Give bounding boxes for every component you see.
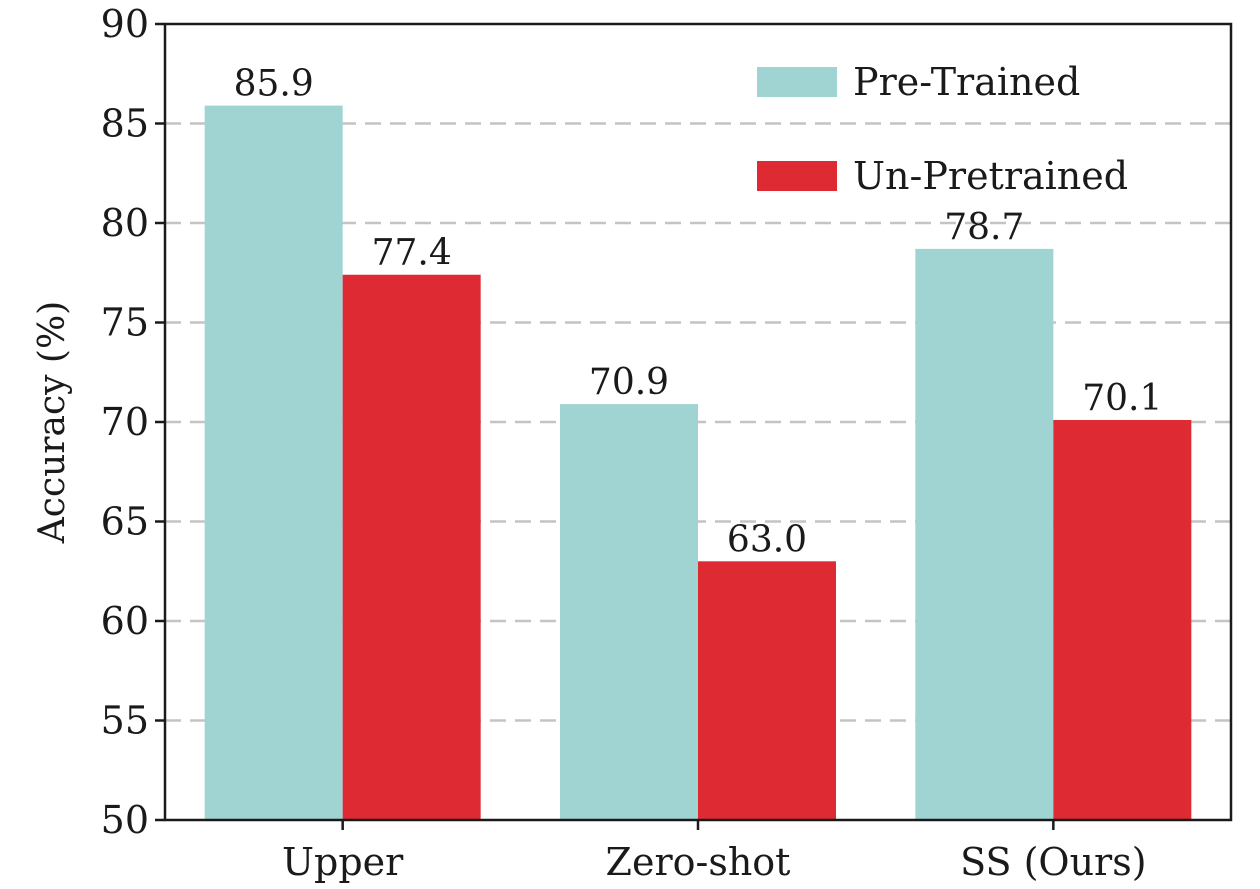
y-axis-label: Accuracy (%) <box>32 301 73 544</box>
bar-pre-trained <box>560 404 698 820</box>
y-tick-label: 55 <box>101 699 149 743</box>
x-tick-label: Zero-shot <box>606 840 791 884</box>
y-tick-label: 65 <box>101 500 149 544</box>
y-tick-label: 60 <box>101 599 149 643</box>
legend-swatch <box>757 161 837 191</box>
x-tick-label: SS (Ours) <box>960 840 1146 884</box>
data-labels: 85.9 77.4 70.9 63.0 78.7 70.1 <box>234 64 1163 561</box>
x-tick-label: Upper <box>282 840 404 884</box>
bar-un-pretrained <box>1053 420 1192 820</box>
legend-label: Un-Pretrained <box>853 154 1128 198</box>
y-axis-ticks: 50 55 60 65 70 75 80 85 90 <box>101 2 165 842</box>
y-tick-label: 70 <box>101 400 149 444</box>
bar-un-pretrained <box>342 274 481 820</box>
data-label: 78.7 <box>944 207 1024 248</box>
y-tick-label: 85 <box>101 102 149 146</box>
y-tick-label: 50 <box>101 798 149 842</box>
bar-un-pretrained <box>698 561 836 820</box>
data-label: 70.1 <box>1082 378 1162 419</box>
bar-pre-trained <box>915 248 1054 820</box>
y-tick-label: 80 <box>101 201 149 245</box>
y-tick-label: 90 <box>101 2 149 46</box>
data-label: 77.4 <box>372 233 452 274</box>
legend-label: Pre-Trained <box>853 60 1080 104</box>
data-label: 63.0 <box>727 519 807 560</box>
y-tick-label: 75 <box>101 301 149 345</box>
legend: Pre-Trained Un-Pretrained <box>757 60 1128 198</box>
data-label: 70.9 <box>589 362 669 403</box>
x-axis-ticks: Upper Zero-shot SS (Ours) <box>282 820 1147 884</box>
bars <box>204 105 1192 821</box>
legend-swatch <box>757 67 837 97</box>
bar-pre-trained <box>204 105 343 821</box>
data-label: 85.9 <box>234 64 314 105</box>
